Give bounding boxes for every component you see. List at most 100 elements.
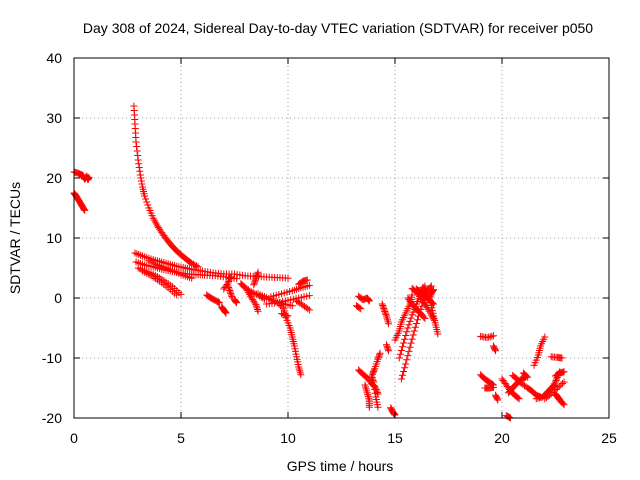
data-point: [284, 274, 292, 282]
x-axis-label: GPS time / hours: [287, 458, 394, 474]
data-point: [214, 298, 222, 306]
x-tick-label: 15: [387, 430, 403, 446]
data-point: [250, 281, 258, 289]
data-point: [541, 333, 549, 341]
data-point: [489, 383, 497, 391]
data-point: [370, 378, 378, 386]
data-point: [374, 354, 382, 362]
x-tick-label: 10: [280, 430, 296, 446]
data-point: [426, 292, 434, 300]
data-point: [216, 299, 224, 307]
data-point: [401, 364, 409, 372]
data-point: [489, 332, 497, 340]
data-point: [380, 306, 388, 314]
data-point: [379, 302, 387, 309]
data-point: [402, 332, 410, 339]
data-point: [411, 323, 419, 331]
data-point: [376, 349, 384, 357]
data-point: [555, 383, 563, 390]
data-point: [552, 377, 560, 384]
data-point: [374, 403, 382, 411]
axis-ticks: [73, 57, 610, 419]
data-point: [409, 331, 417, 339]
data-point: [390, 410, 398, 417]
data-point: [408, 335, 416, 343]
data-point: [254, 268, 262, 276]
data-point: [142, 195, 150, 203]
data-point: [505, 413, 513, 421]
data-point: [550, 380, 558, 388]
data-point: [367, 372, 375, 380]
data-point: [426, 294, 434, 302]
data-point: [406, 343, 414, 351]
data-point: [137, 174, 145, 182]
data-point: [385, 320, 393, 328]
data-point: [425, 295, 433, 303]
data-point: [560, 378, 568, 386]
data-point: [251, 299, 259, 307]
data-point: [173, 291, 181, 299]
data-point: [405, 347, 413, 355]
data-point: [305, 292, 313, 300]
data-point: [357, 305, 365, 313]
data-point: [275, 300, 283, 308]
data-point: [385, 347, 393, 355]
data-point: [226, 287, 234, 294]
data-point: [547, 385, 555, 393]
data-point: [365, 296, 373, 304]
data-point: [407, 314, 415, 322]
data-point: [558, 380, 566, 387]
data-point: [135, 160, 143, 168]
data-point: [278, 303, 286, 311]
data-point: [384, 345, 392, 353]
data-point: [356, 304, 364, 312]
data-point: [412, 320, 420, 327]
data-point: [288, 302, 296, 310]
data-point: [273, 298, 281, 306]
data-point: [135, 164, 143, 171]
data-point: [379, 303, 387, 311]
x-axis-tick-labels: 0 5 10 15 20 25: [70, 430, 617, 446]
x-tick-label: 5: [177, 430, 185, 446]
data-point: [378, 300, 386, 308]
data-point: [397, 347, 405, 354]
data-point: [557, 381, 565, 389]
data-point: [368, 374, 376, 381]
data-point: [550, 387, 558, 395]
data-point: [370, 382, 378, 390]
data-point: [85, 173, 93, 181]
data-point: [404, 324, 412, 332]
data-point: [380, 305, 388, 312]
data-point: [297, 371, 305, 379]
data-point: [402, 360, 410, 368]
data-point: [252, 301, 260, 309]
data-point: [382, 341, 390, 349]
data-point: [80, 206, 88, 213]
data-point: [491, 346, 499, 354]
data-point: [254, 270, 262, 278]
grid: [74, 58, 609, 418]
data-point: [137, 177, 145, 185]
data-point: [81, 206, 89, 214]
data-series-sdtvar: [70, 102, 568, 422]
data-point: [253, 272, 261, 279]
data-point: [221, 308, 229, 315]
data-point: [252, 275, 260, 283]
data-point: [188, 274, 196, 282]
data-point: [226, 273, 234, 281]
data-point: [133, 147, 141, 155]
data-point: [138, 180, 146, 188]
data-point: [251, 278, 259, 286]
data-point: [429, 287, 437, 294]
data-point: [374, 355, 382, 363]
chart-title: Day 308 of 2024, Sidereal Day-to-day VTE…: [83, 20, 593, 36]
data-point: [408, 291, 416, 299]
data-point: [401, 335, 409, 343]
data-point: [398, 343, 406, 351]
data-point: [365, 394, 373, 402]
data-point: [398, 371, 406, 379]
data-point: [427, 282, 435, 290]
data-point: [523, 372, 531, 380]
data-point: [221, 308, 229, 316]
